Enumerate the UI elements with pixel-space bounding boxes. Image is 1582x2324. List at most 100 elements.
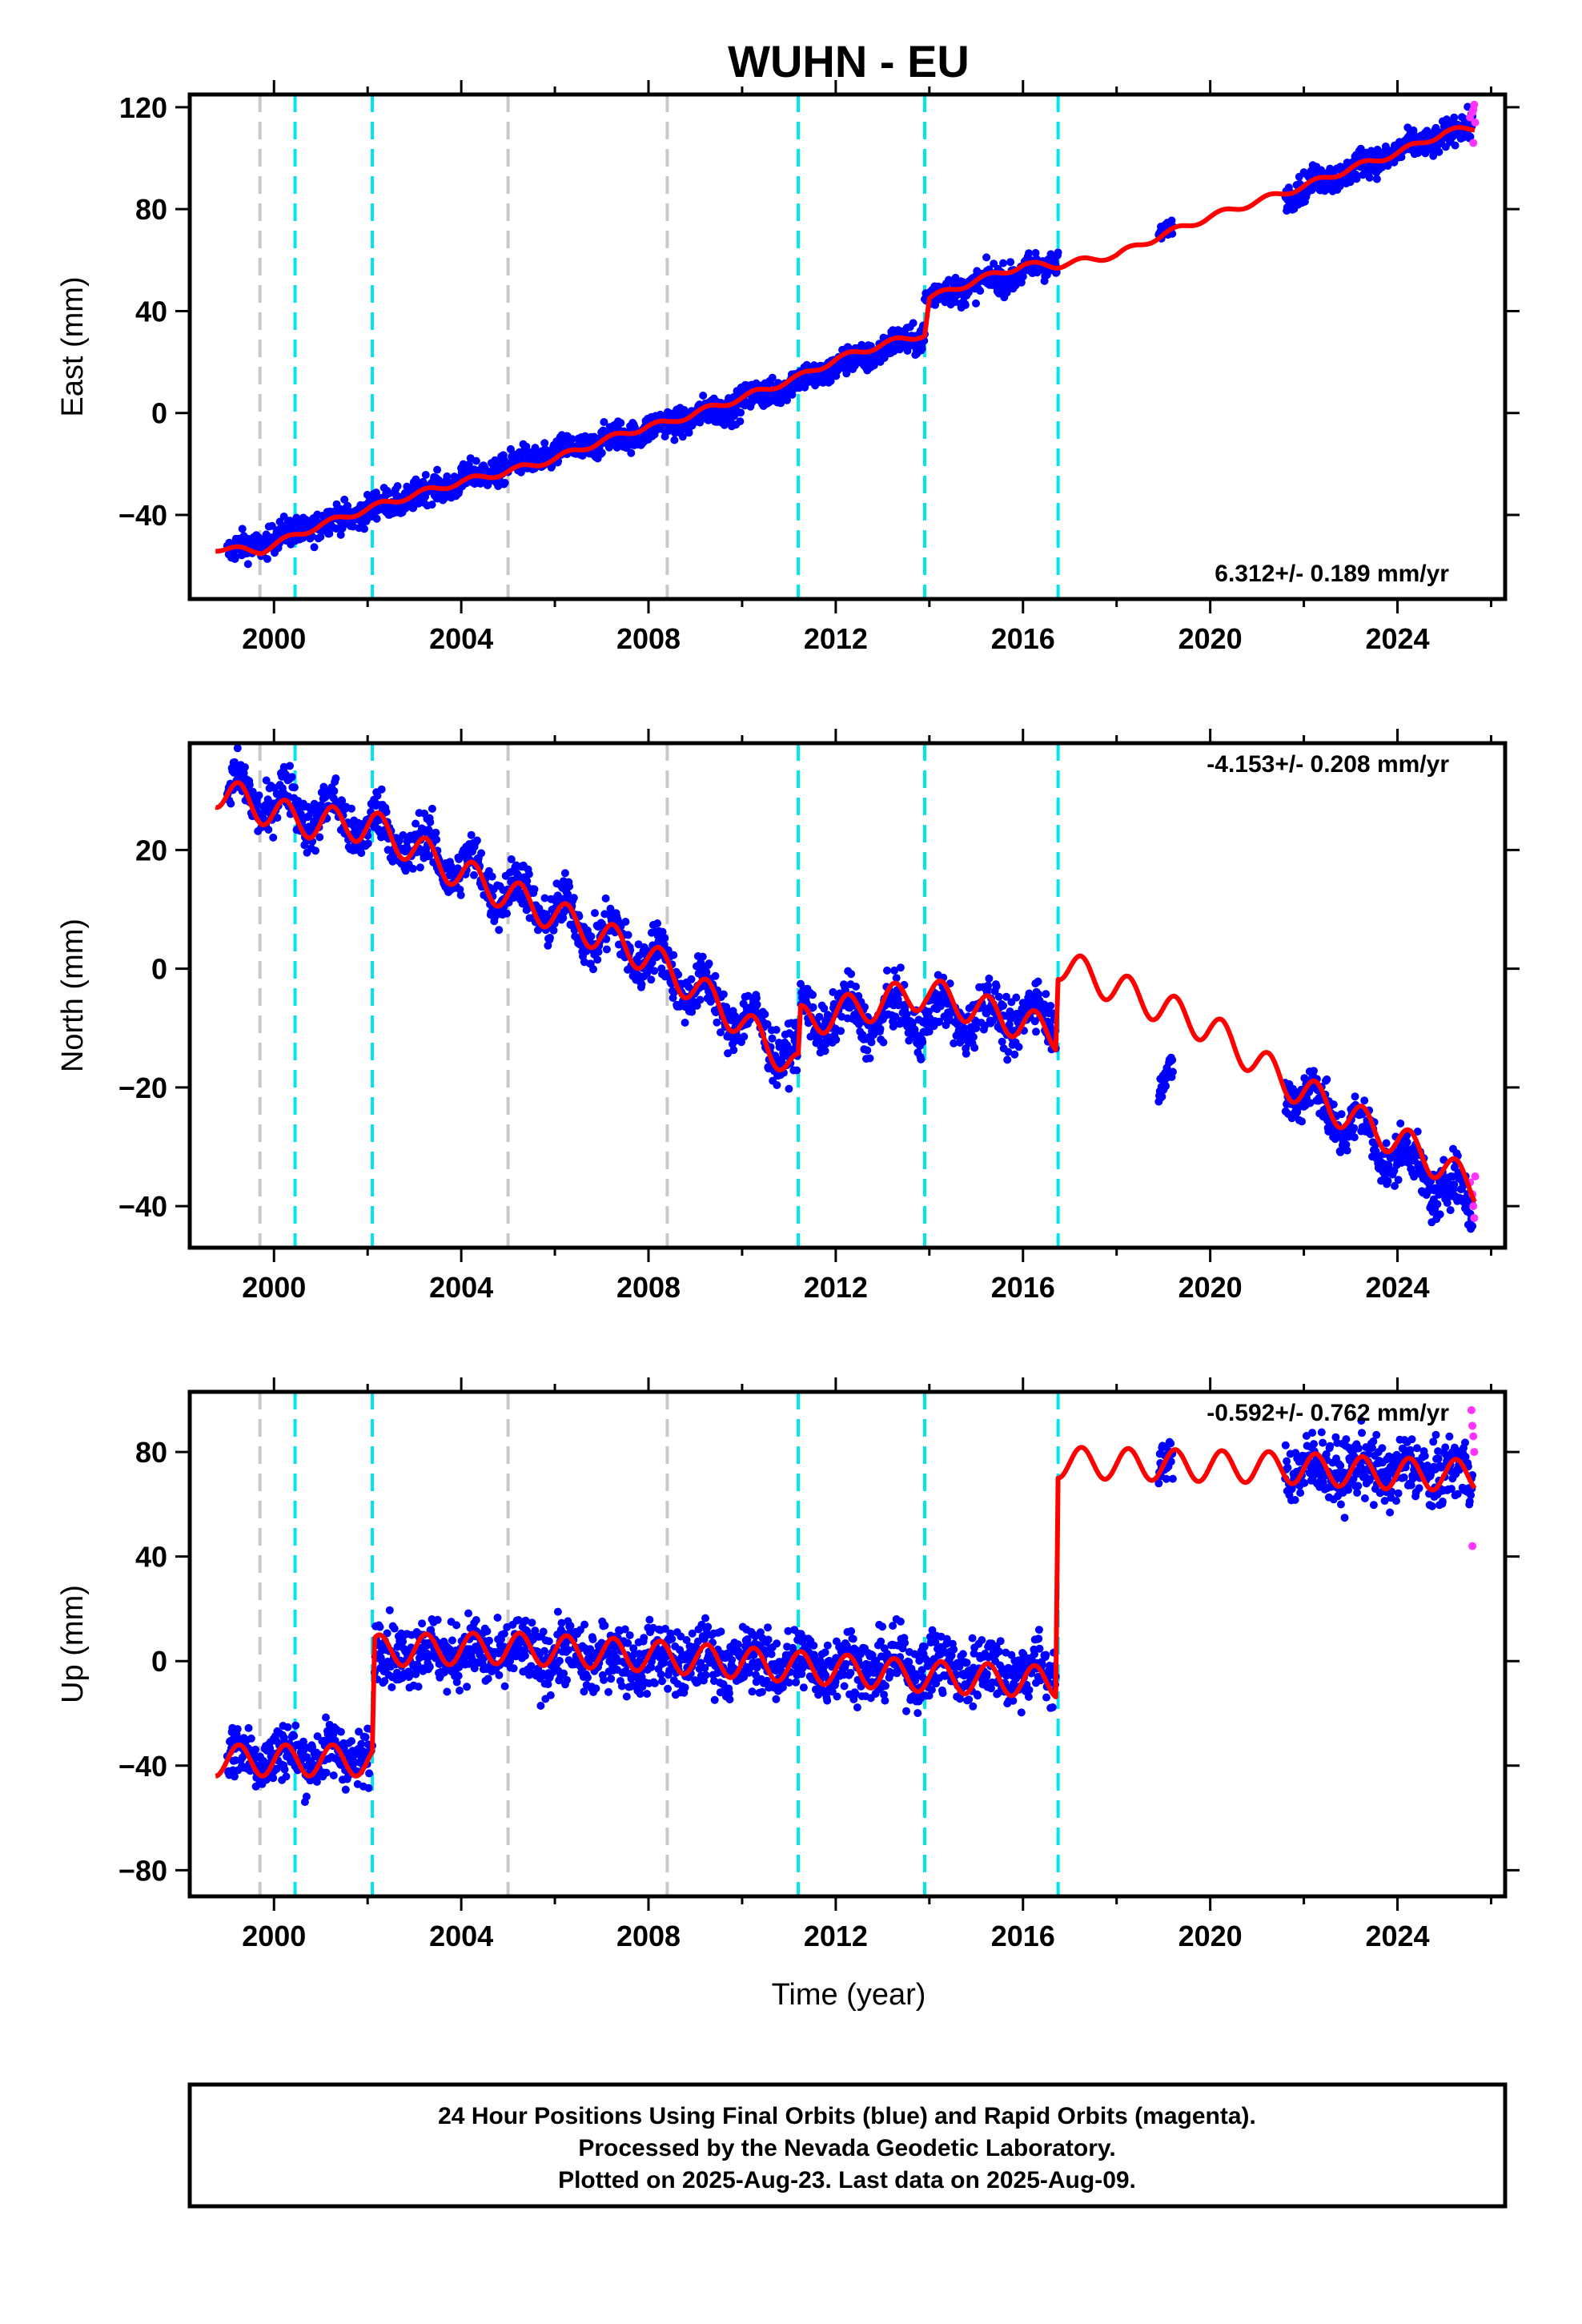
data-point — [425, 1663, 434, 1671]
data-point — [1394, 1176, 1403, 1184]
data-point — [330, 786, 339, 795]
data-point — [1446, 1206, 1455, 1215]
data-point — [1429, 151, 1438, 160]
rapid-point — [1469, 139, 1478, 147]
data-point — [464, 1609, 472, 1618]
data-point — [373, 791, 382, 800]
data-point — [520, 1651, 529, 1660]
y-tick-label: −40 — [118, 1190, 167, 1223]
data-point — [331, 525, 340, 533]
data-point — [463, 1683, 472, 1691]
data-point — [867, 1038, 876, 1047]
data-point — [238, 525, 247, 533]
data-point — [1466, 132, 1475, 141]
data-point — [1034, 977, 1042, 986]
data-point — [1010, 1050, 1019, 1059]
data-point — [1323, 1075, 1331, 1084]
data-point — [815, 1012, 824, 1021]
rate-annotation: -4.153+/- 0.208 mm/yr — [1207, 751, 1449, 778]
data-point — [681, 1683, 689, 1692]
data-point — [311, 846, 319, 855]
data-point — [418, 1619, 427, 1628]
data-point — [821, 1039, 830, 1048]
rapid-point — [1470, 1213, 1479, 1222]
data-point — [593, 955, 602, 964]
data-point — [283, 1723, 292, 1731]
data-point — [678, 432, 687, 441]
data-point — [1435, 147, 1443, 156]
y-tick-label: 120 — [119, 91, 167, 124]
data-point — [380, 1677, 389, 1686]
y-tick-label: 0 — [151, 397, 167, 430]
data-point — [681, 1019, 689, 1027]
data-point — [523, 877, 532, 886]
rapid-point — [1469, 1202, 1478, 1211]
data-point — [377, 785, 386, 794]
data-point — [687, 975, 696, 983]
data-point — [280, 1765, 289, 1774]
data-point — [1004, 1047, 1013, 1056]
chart-title: WUHN - EU — [728, 36, 970, 86]
data-point — [1014, 1043, 1023, 1051]
data-point — [1396, 1119, 1405, 1128]
data-point — [891, 1012, 900, 1021]
data-point — [616, 419, 625, 428]
data-point — [1168, 1068, 1177, 1076]
data-point — [401, 866, 410, 875]
data-point — [685, 983, 693, 991]
data-point — [909, 319, 917, 328]
data-point — [1298, 1117, 1306, 1126]
data-point — [1310, 1067, 1318, 1076]
data-point — [699, 392, 708, 400]
data-point — [918, 1038, 927, 1047]
data-point — [650, 967, 659, 975]
data-point — [698, 952, 707, 961]
data-point — [230, 1772, 239, 1781]
x-tick-label: 2000 — [242, 1271, 306, 1304]
data-point — [329, 1771, 338, 1779]
data-point — [1423, 129, 1432, 138]
data-point — [661, 1624, 669, 1633]
data-point — [829, 999, 838, 1008]
data-point — [627, 448, 636, 457]
data-point — [428, 501, 436, 509]
rapid-point — [1471, 119, 1480, 127]
data-point — [566, 1622, 575, 1630]
data-point — [972, 299, 980, 308]
panel-east: 2000 2004 2008 2012 2016 2020 202412080400−40E… — [56, 80, 1520, 655]
data-point — [1365, 173, 1374, 182]
data-point — [388, 857, 397, 866]
data-point — [607, 1675, 616, 1683]
data-point — [506, 1657, 515, 1666]
data-point — [553, 1607, 562, 1616]
data-point — [753, 1000, 761, 1009]
data-point — [347, 804, 355, 813]
data-point — [322, 1768, 331, 1777]
data-point — [832, 1035, 841, 1044]
data-point — [1451, 141, 1460, 150]
data-point — [622, 1692, 631, 1701]
x-tick-label: 2008 — [616, 1271, 681, 1304]
data-point — [670, 436, 679, 444]
data-point — [507, 855, 516, 863]
data-point — [1012, 993, 1021, 1002]
data-point — [255, 791, 263, 800]
data-point — [531, 444, 540, 452]
data-point — [560, 1669, 568, 1678]
data-point — [584, 1673, 592, 1682]
data-point — [432, 835, 441, 844]
data-point — [661, 934, 669, 943]
panel-north: 2000 2004 2008 2012 2016 2020 2024200−20−40Nor… — [56, 729, 1520, 1304]
data-point — [338, 797, 347, 805]
data-point — [969, 1032, 978, 1041]
data-point — [233, 1725, 242, 1734]
data-point — [472, 1616, 480, 1624]
data-point — [317, 801, 326, 810]
data-point — [336, 1727, 345, 1736]
data-point — [540, 439, 549, 448]
data-point — [509, 1664, 518, 1673]
data-point — [383, 1629, 391, 1638]
model-line — [214, 125, 1476, 557]
data-point — [1003, 1055, 1012, 1064]
data-point — [357, 1739, 366, 1748]
